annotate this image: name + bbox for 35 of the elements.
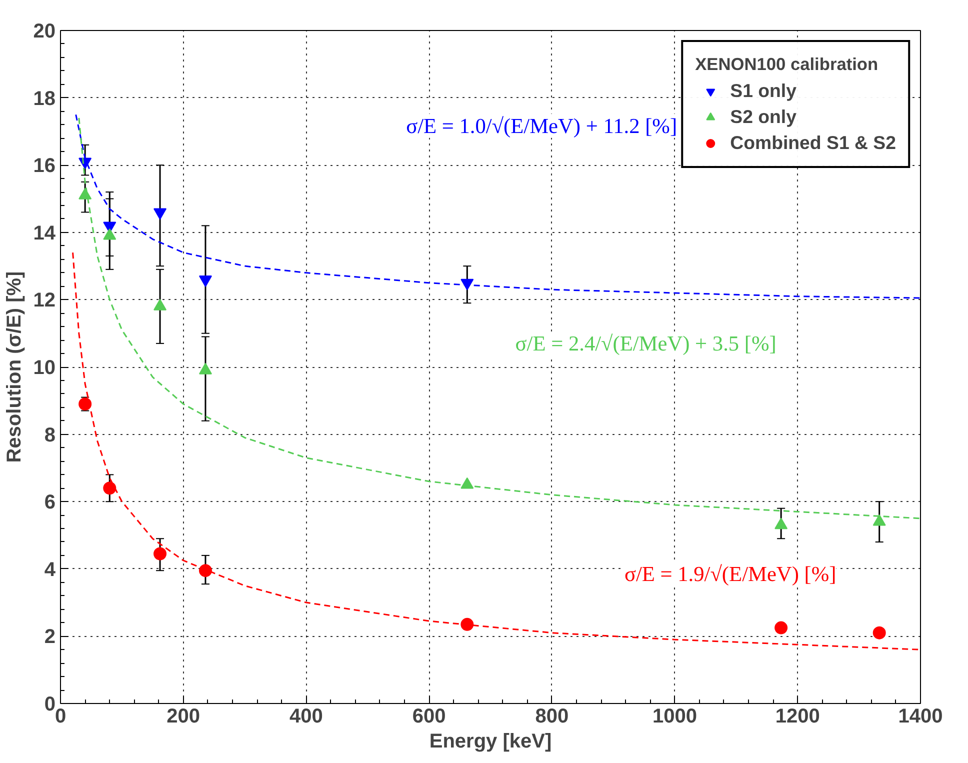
point <box>198 276 212 287</box>
y-tick-label: 18 <box>33 88 56 110</box>
y-tick-label: 16 <box>33 155 56 178</box>
y-tick-label: 4 <box>44 558 56 581</box>
y-tick-label: 14 <box>33 222 56 244</box>
annotation: σ/E = 1.0/√(E/MeV) + 11.2 [%] <box>406 114 678 138</box>
point <box>198 564 212 578</box>
y-tick-label: 12 <box>33 290 56 312</box>
point <box>154 208 167 220</box>
y-tick-label: 2 <box>44 626 56 648</box>
legend-label: S1 only <box>730 80 796 102</box>
point <box>774 621 788 634</box>
y-tick-label: 8 <box>44 424 56 446</box>
annotation: σ/E = 1.9/√(E/MeV) [%] <box>624 562 836 586</box>
legend-title: XENON100 calibration <box>695 54 880 75</box>
point <box>154 547 167 560</box>
y-tick-label: 10 <box>33 357 56 379</box>
legend-label: Combined S1 & S2 <box>730 132 896 154</box>
legend-label: S2 only <box>730 106 796 128</box>
y-tick-label: 6 <box>44 492 56 514</box>
x-tick-label: 1200 <box>775 706 820 728</box>
point <box>103 482 116 495</box>
point <box>872 626 886 640</box>
y-tick-label: 20 <box>33 20 56 42</box>
x-tick-label: 200 <box>166 706 200 728</box>
x-tick-label: 600 <box>412 706 446 728</box>
x-tick-label: 1400 <box>898 706 943 728</box>
annotation: σ/E = 2.4/√(E/MeV) + 3.5 [%] <box>515 332 776 356</box>
line-series <box>72 252 920 650</box>
point <box>460 618 474 631</box>
y-axis-title: Resolution (σ/E) [%] <box>3 271 26 463</box>
x-tick-label: 1000 <box>652 706 698 728</box>
x-tick-label: 800 <box>535 706 569 728</box>
x-tick-label: 400 <box>290 706 323 728</box>
x-axis-title: Energy [keV] <box>429 730 552 752</box>
